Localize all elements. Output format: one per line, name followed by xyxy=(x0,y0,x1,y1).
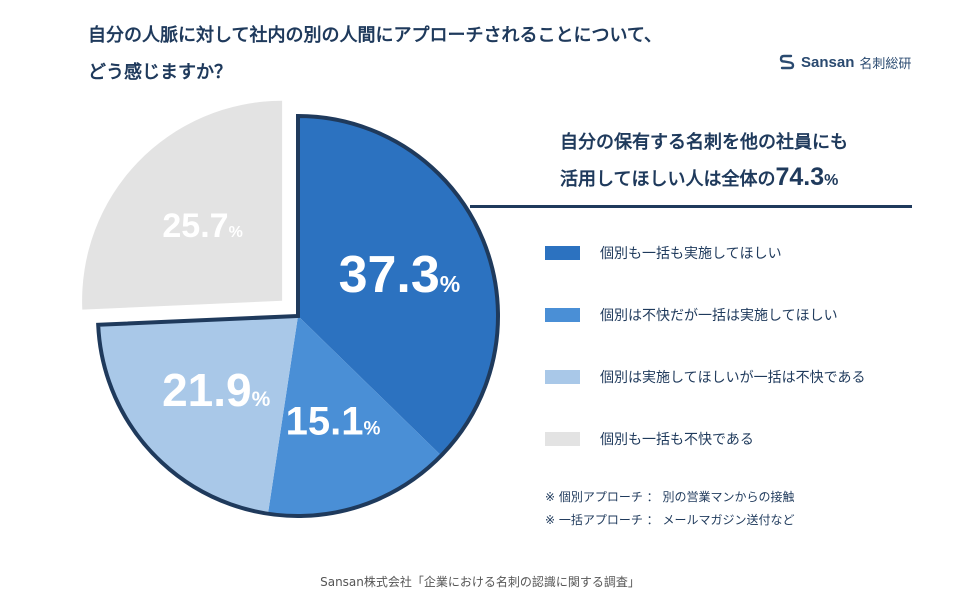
headline-prefix: 活用してほしい人は全体の xyxy=(560,169,775,190)
pie-label-unit-3: % xyxy=(252,388,271,411)
headline-unit: % xyxy=(824,172,838,189)
legend-label-2: 個別は不快だが一括は実施してほしい xyxy=(600,305,838,325)
headline: 自分の保有する名刺を他の社員にも 活用してほしい人は全体の74.3% xyxy=(560,126,920,198)
pie-label-unit-4: % xyxy=(229,224,243,241)
pie-label-unit-2: % xyxy=(363,419,380,440)
legend-item-1: 個別も一括も実施してほしい xyxy=(545,243,782,263)
legend-swatch-3 xyxy=(545,370,580,384)
note-individual: ※ 個別アプローチ ： 別の営業マンからの接触 xyxy=(545,486,795,509)
note-bulk: ※ 一括アプローチ ： メールマガジン送付など xyxy=(545,509,795,532)
legend-label-1: 個別も一括も実施してほしい xyxy=(600,243,782,263)
headline-value: 74.3 xyxy=(775,163,824,191)
pie-label-unit-1: % xyxy=(440,271,460,297)
source-credit: Sansan株式会社「企業における名刺の認識に関する調査」 xyxy=(0,573,960,590)
headline-line2: 活用してほしい人は全体の74.3% xyxy=(560,160,920,198)
pie-label-value-2: 15.1 xyxy=(286,400,364,444)
pie-label-value-4: 25.7 xyxy=(162,207,228,245)
pie-label-value-1: 37.3 xyxy=(339,246,440,304)
legend-label-4: 個別も一括も不快である xyxy=(600,429,754,449)
notes: ※ 個別アプローチ ： 別の営業マンからの接触 ※ 一括アプローチ ： メールマ… xyxy=(545,486,795,532)
legend-item-3: 個別は実施してほしいが一括は不快である xyxy=(545,367,865,387)
legend-item-4: 個別も一括も不快である xyxy=(545,429,754,449)
pie-label-value-3: 21.9 xyxy=(162,364,252,416)
pie-slice-4 xyxy=(82,101,282,310)
legend-swatch-4 xyxy=(545,432,580,446)
legend-swatch-1 xyxy=(545,246,580,260)
headline-rule xyxy=(470,205,912,208)
headline-line1: 自分の保有する名刺を他の社員にも xyxy=(560,126,920,160)
legend-item-2: 個別は不快だが一括は実施してほしい xyxy=(545,305,838,325)
legend-swatch-2 xyxy=(545,308,580,322)
legend-label-3: 個別は実施してほしいが一括は不快である xyxy=(600,367,865,387)
